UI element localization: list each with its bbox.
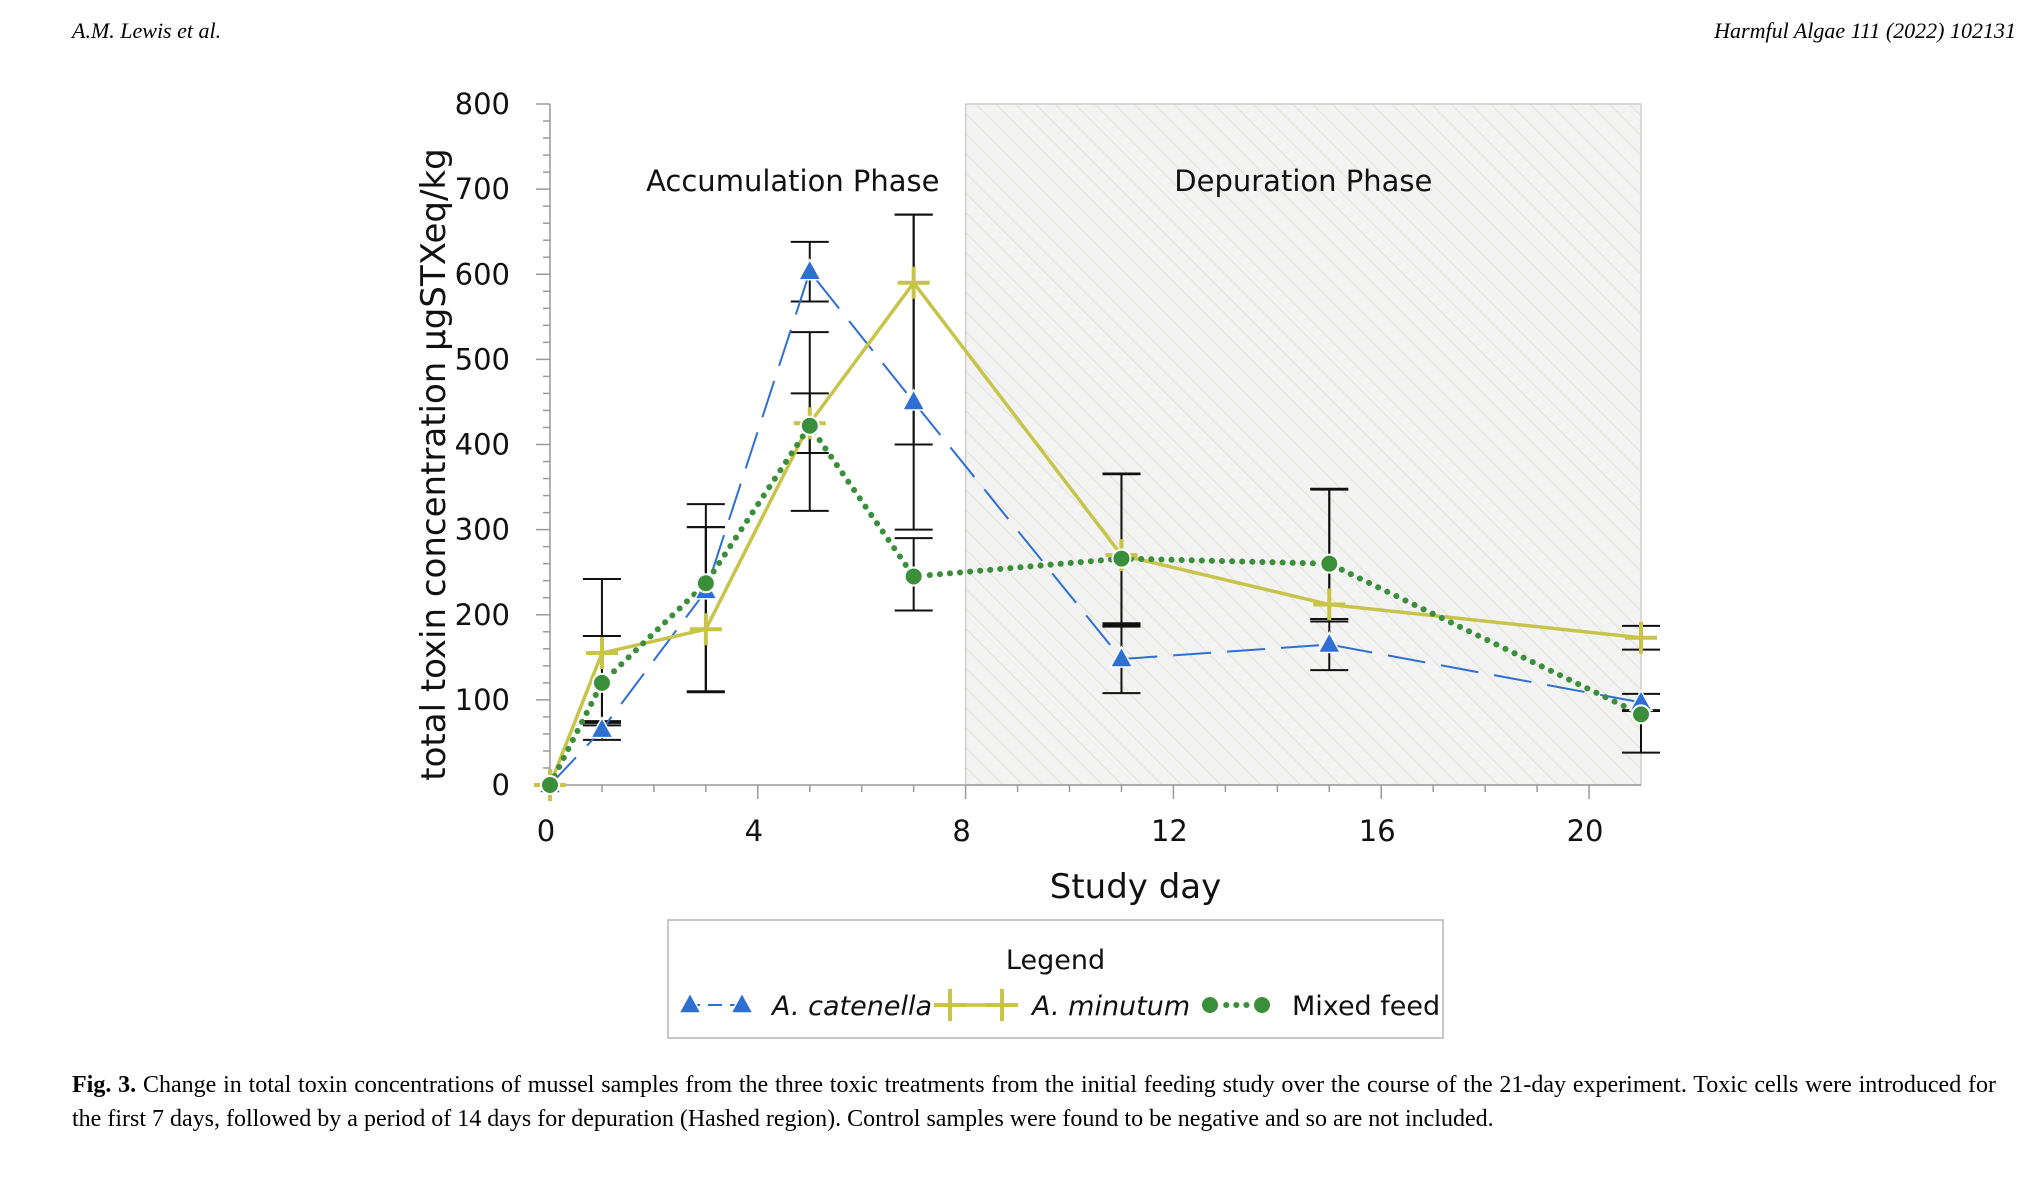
legend-marker-mixed-feed xyxy=(1252,995,1272,1015)
series-line-a-catenella xyxy=(549,269,1642,786)
toxin-concentration-chart: 0 100 200 300 400 500 600 700 800 0 4 8 12 16 20 Study … xyxy=(414,87,1660,1039)
data-point-a-minutum xyxy=(897,266,930,299)
data-point-a-minutum xyxy=(689,613,722,646)
data-point-mixed-feed xyxy=(1319,553,1340,574)
legend-marker-mixed-feed xyxy=(1200,995,1220,1015)
data-point-mixed-feed xyxy=(540,775,560,795)
y-tick-label: 0 xyxy=(492,768,510,802)
x-tick-label: 8 xyxy=(952,814,970,848)
series-line-a-minutum xyxy=(548,279,1642,786)
data-point-a-minutum xyxy=(1313,588,1346,621)
legend-marker-a-catenella xyxy=(677,991,703,1014)
region-label-0: Accumulation Phase xyxy=(646,164,939,198)
region-label-1: Depuration Phase xyxy=(1174,164,1432,198)
data-point-a-catenella xyxy=(1109,645,1134,668)
data-point-a-catenella xyxy=(1317,630,1342,654)
legend-marker-a-minutum xyxy=(986,989,1018,1021)
y-tick-label: 400 xyxy=(455,428,510,462)
legend-title: Legend xyxy=(1006,945,1105,976)
data-point-a-catenella xyxy=(797,258,823,281)
figure-caption-text: Change in total toxin concentrations of … xyxy=(72,1072,1997,1132)
figure-label: Fig. 3. xyxy=(72,1072,137,1098)
legend-marker-a-minutum xyxy=(934,989,966,1021)
x-tick-label: 16 xyxy=(1359,814,1396,848)
y-tick-label: 300 xyxy=(455,513,510,547)
data-point-mixed-feed xyxy=(903,566,924,587)
data-point-mixed-feed xyxy=(1111,548,1132,569)
y-tick-label: 100 xyxy=(455,683,510,717)
data-point-a-minutum xyxy=(1625,621,1657,654)
x-axis-title: Study day xyxy=(1050,867,1222,907)
legend-marker-a-catenella xyxy=(729,991,755,1014)
data-point-mixed-feed xyxy=(799,415,820,436)
legend-label-a-minutum: A. minutum xyxy=(1030,991,1190,1022)
running-header-journal: Harmful Algae 111 (2022) 102131 xyxy=(1714,18,2016,43)
data-point-mixed-feed xyxy=(1631,704,1651,725)
running-header-authors: A.M. Lewis et al. xyxy=(72,18,222,43)
x-tick-label: 12 xyxy=(1151,814,1188,848)
x-tick-label: 20 xyxy=(1567,814,1604,848)
data-point-a-catenella xyxy=(901,388,926,411)
x-tick-label: 4 xyxy=(745,814,763,848)
data-point-mixed-feed xyxy=(695,573,716,594)
legend-label-mixed-feed: Mixed feed xyxy=(1292,991,1440,1022)
y-tick-label: 700 xyxy=(455,172,510,206)
y-axis-title: total toxin concentration µgSTXeq/kg xyxy=(414,148,454,780)
data-point-a-catenella xyxy=(589,716,615,739)
series-line-mixed-feed xyxy=(547,420,1644,788)
data-point-mixed-feed xyxy=(591,672,612,693)
legend-box xyxy=(667,919,1444,1039)
legend-label-a-catenella: A. catenella xyxy=(770,991,932,1022)
y-tick-label: 800 xyxy=(455,87,510,121)
y-tick-label: 500 xyxy=(455,342,510,376)
y-tick-label: 200 xyxy=(455,598,510,632)
depuration-region xyxy=(964,103,1642,786)
y-tick-label: 600 xyxy=(455,257,510,291)
x-tick-label: 0 xyxy=(537,814,555,848)
data-point-a-minutum xyxy=(585,637,618,670)
figure-caption: Fig. 3. Change in total toxin concentrat… xyxy=(72,1068,1996,1136)
